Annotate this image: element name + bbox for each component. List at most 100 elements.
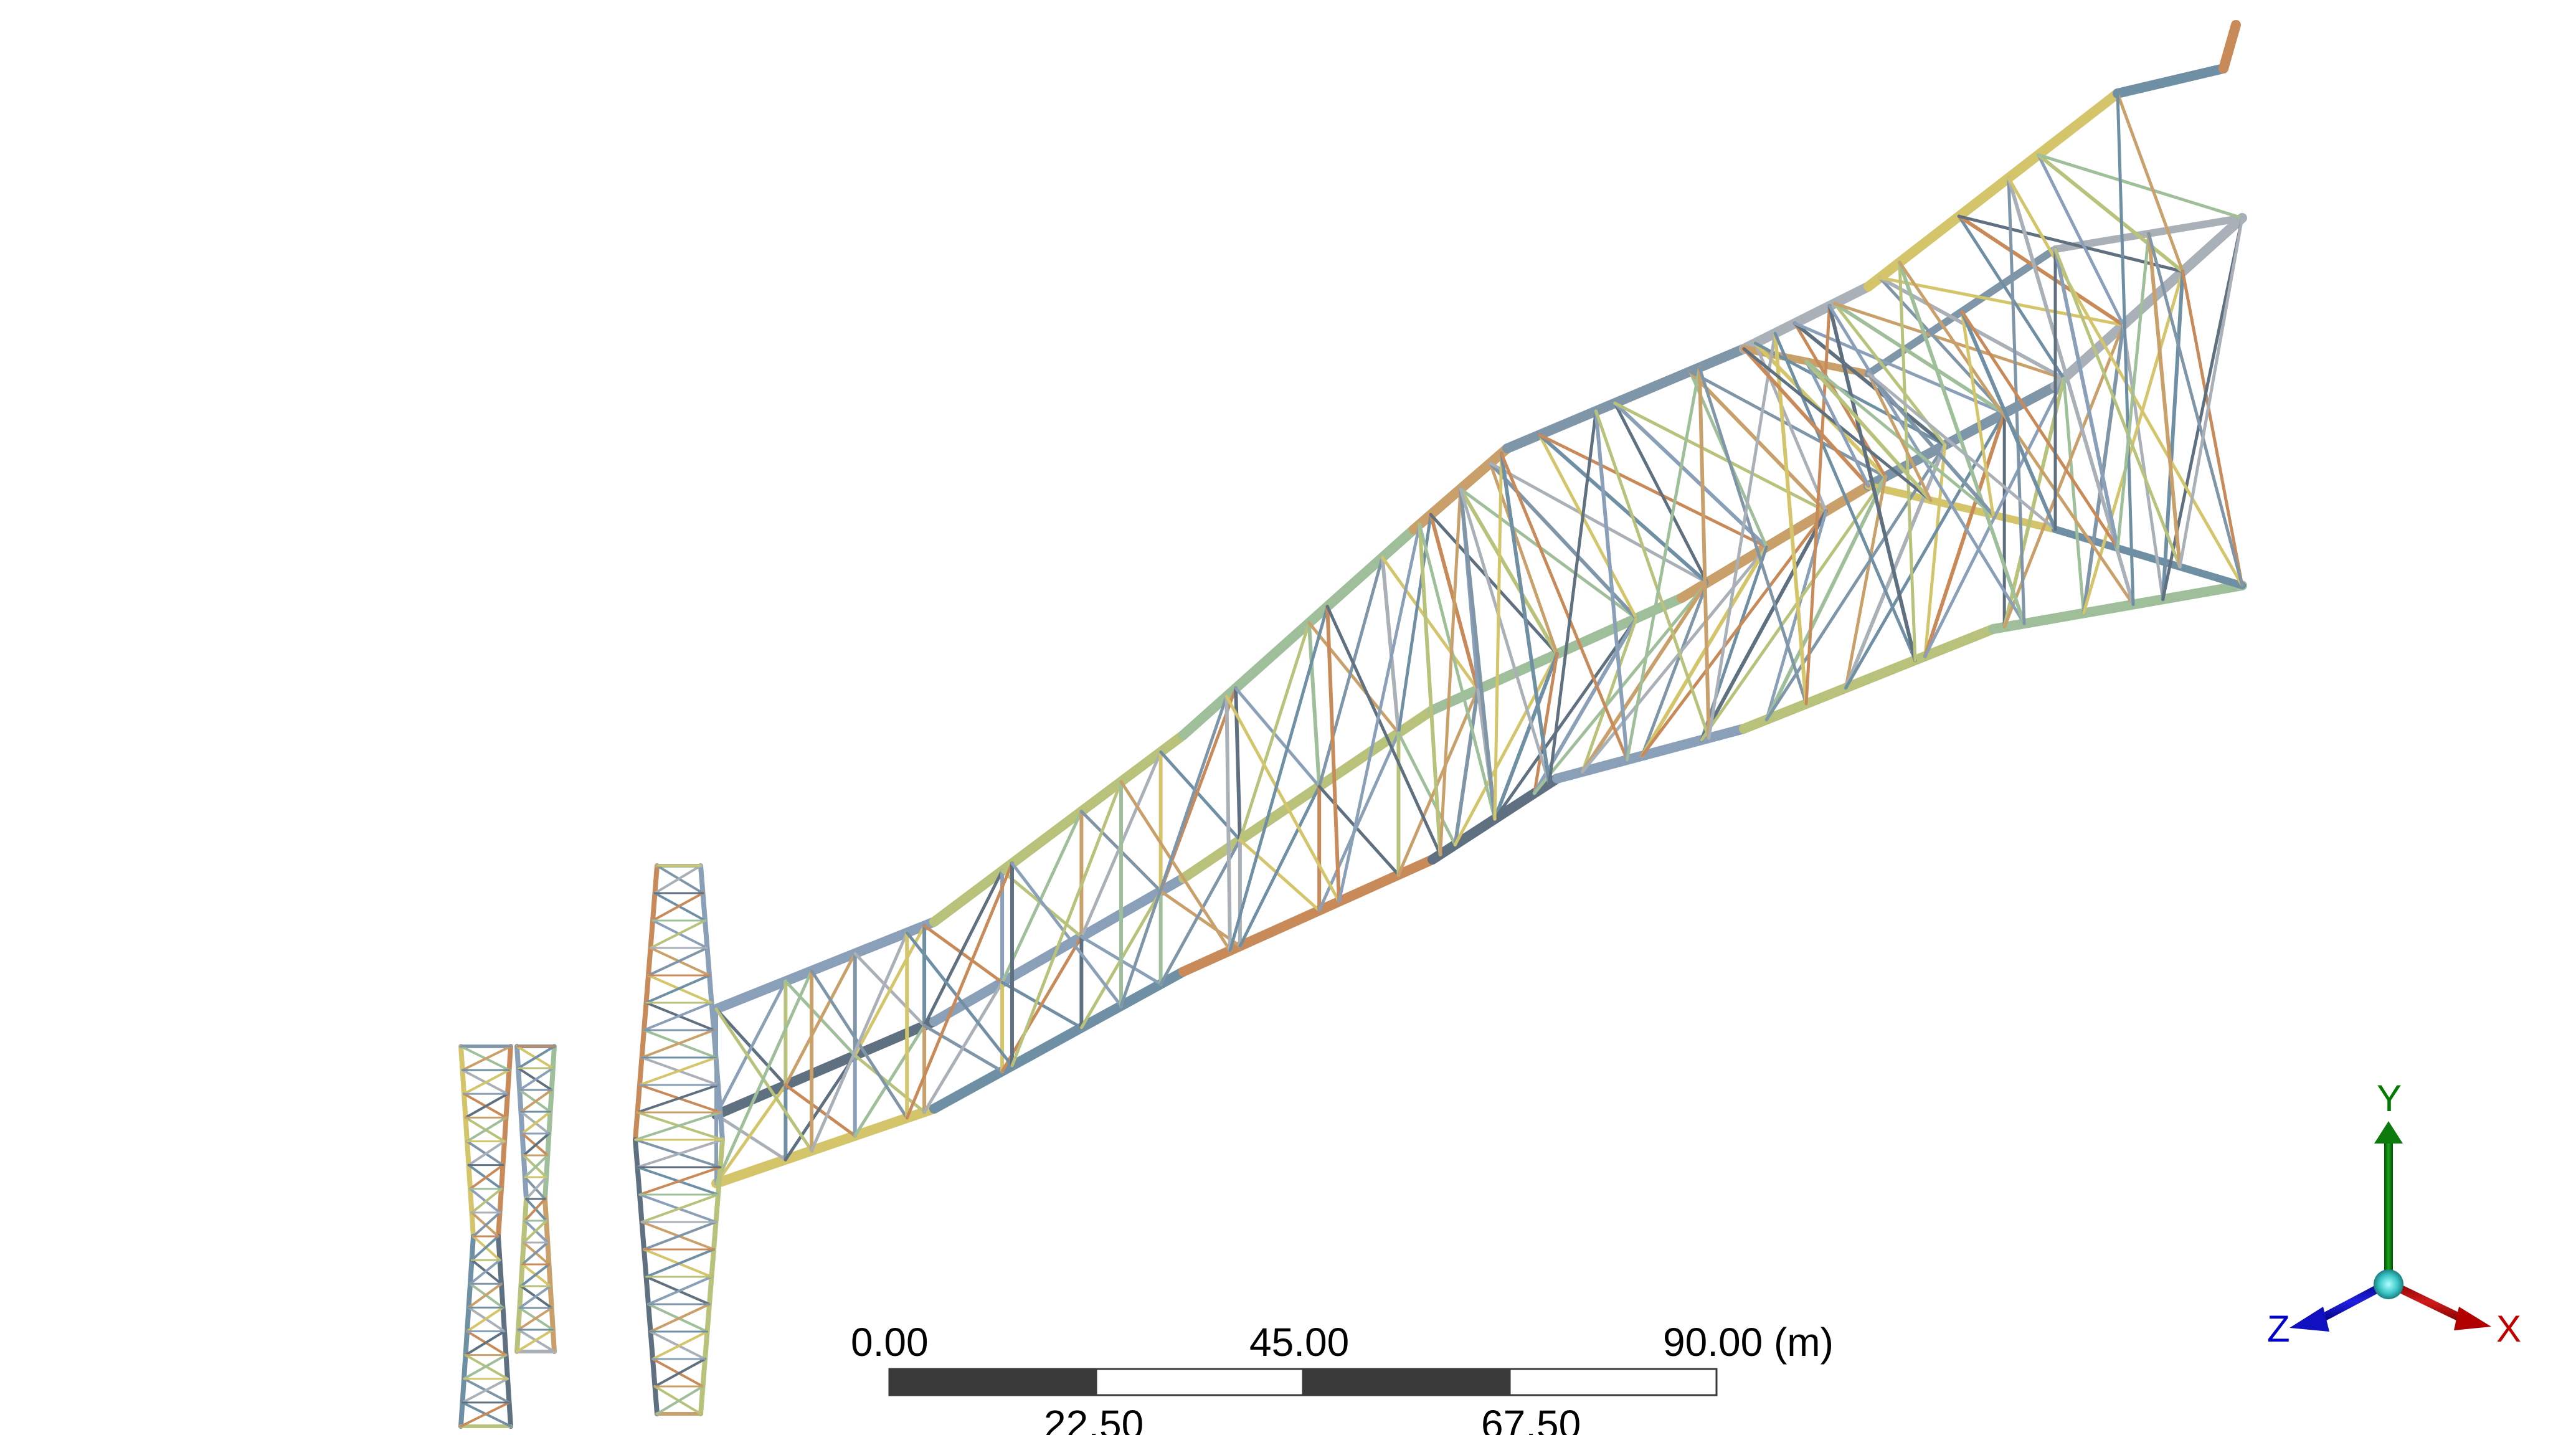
truss-member [1537,433,1709,585]
truss-member [1224,694,1232,953]
truss-member [1960,310,2119,550]
truss-member [1957,214,2126,327]
truss-member [523,1198,546,1222]
truss-member [514,1196,529,1354]
truss-member [651,892,704,922]
truss-member [1863,88,2123,291]
axis-triad[interactable]: Y X Z [2230,1071,2529,1358]
truss-member [1317,556,1385,789]
truss-member [1699,509,1828,742]
truss-member [2037,153,2244,220]
truss-member [905,861,1014,1120]
truss-member [463,1069,511,1096]
truss-member [1923,443,1947,658]
truss-member [1742,347,1870,488]
truss-member [922,924,1004,984]
truss-member [929,730,1188,927]
truss-member [2147,232,2182,569]
truss-member [1228,605,1329,952]
truss-member [1010,780,1123,1068]
truss-member [651,1330,709,1360]
truss-member [1538,433,1638,620]
truss-member [519,1089,553,1113]
truss-member [467,1282,503,1309]
truss-member [1317,785,1400,877]
truss-member [1613,401,1709,584]
truss-member [1739,624,1998,734]
y-axis-arrow [2374,1121,2403,1283]
truss-member [1804,359,1933,503]
truss-member [2007,176,2135,607]
truss-member [929,873,1188,1026]
truss-member [1548,409,1598,785]
truss-member [1960,310,1995,517]
truss-members [458,20,2247,1429]
truss-member [1159,889,1242,948]
truss-member [1793,321,2006,415]
truss-member [2218,20,2241,73]
truss-member [1828,304,2026,625]
truss-member [784,1054,857,1162]
truss-member [2062,377,2085,615]
truss-member [470,1235,500,1262]
truss-member [466,1306,504,1333]
truss-member [1459,487,1551,785]
truss-member [1844,443,1947,690]
truss-member [1178,705,1437,883]
truss-member [2037,153,2125,327]
truss-member [1867,372,1933,502]
truss-member [1865,482,2059,533]
truss-member [1500,452,1629,762]
truss-member [460,1401,511,1428]
truss-member [517,1045,556,1069]
truss-member [1178,524,1419,740]
truss-member [1707,331,1777,740]
truss-member [649,1303,711,1333]
truss-member [1000,810,1083,984]
truss-member [1988,580,2247,634]
truss-member [1739,282,1873,354]
truss-member [1493,617,1638,821]
truss-member [1000,935,1083,1073]
x-axis-label: X [2496,1308,2521,1350]
truss-member [1178,855,1437,977]
truss-member [1764,475,1888,722]
truss-member [1867,372,2057,531]
truss-member [523,1154,549,1178]
truss-member [517,1307,553,1331]
truss-member [1697,366,1711,740]
truss-member [1159,838,1242,986]
truss-member [922,980,1004,1114]
truss-member [522,1220,548,1244]
truss-member [1867,372,1995,517]
truss-member [1804,359,1870,488]
truss-member [522,1132,551,1157]
truss-member [1396,731,1457,846]
truss-member [1863,381,2060,491]
truss-member [472,1211,501,1238]
truss-member [1119,780,1232,952]
truss-member [2081,323,2126,615]
truss-member [714,969,813,1185]
truss-member [521,1241,549,1266]
truss-member [640,1029,715,1059]
truss-member [1418,523,1497,821]
truss-member [1429,513,1559,656]
truss-member [1453,652,1559,846]
truss-member [467,1140,506,1167]
truss-member [1844,412,2006,690]
truss-member [1640,509,1828,758]
truss-member [638,1166,722,1196]
truss-member [1773,331,1917,662]
truss-member [656,1385,704,1415]
truss-member [1581,617,1638,774]
truss-member [1238,838,1321,912]
truss-member [518,1067,554,1091]
truss-member [714,1083,787,1185]
truss-member [1533,652,1559,795]
truss-member [638,1056,717,1086]
truss-member [1224,694,1341,903]
truss-member [653,1358,706,1388]
